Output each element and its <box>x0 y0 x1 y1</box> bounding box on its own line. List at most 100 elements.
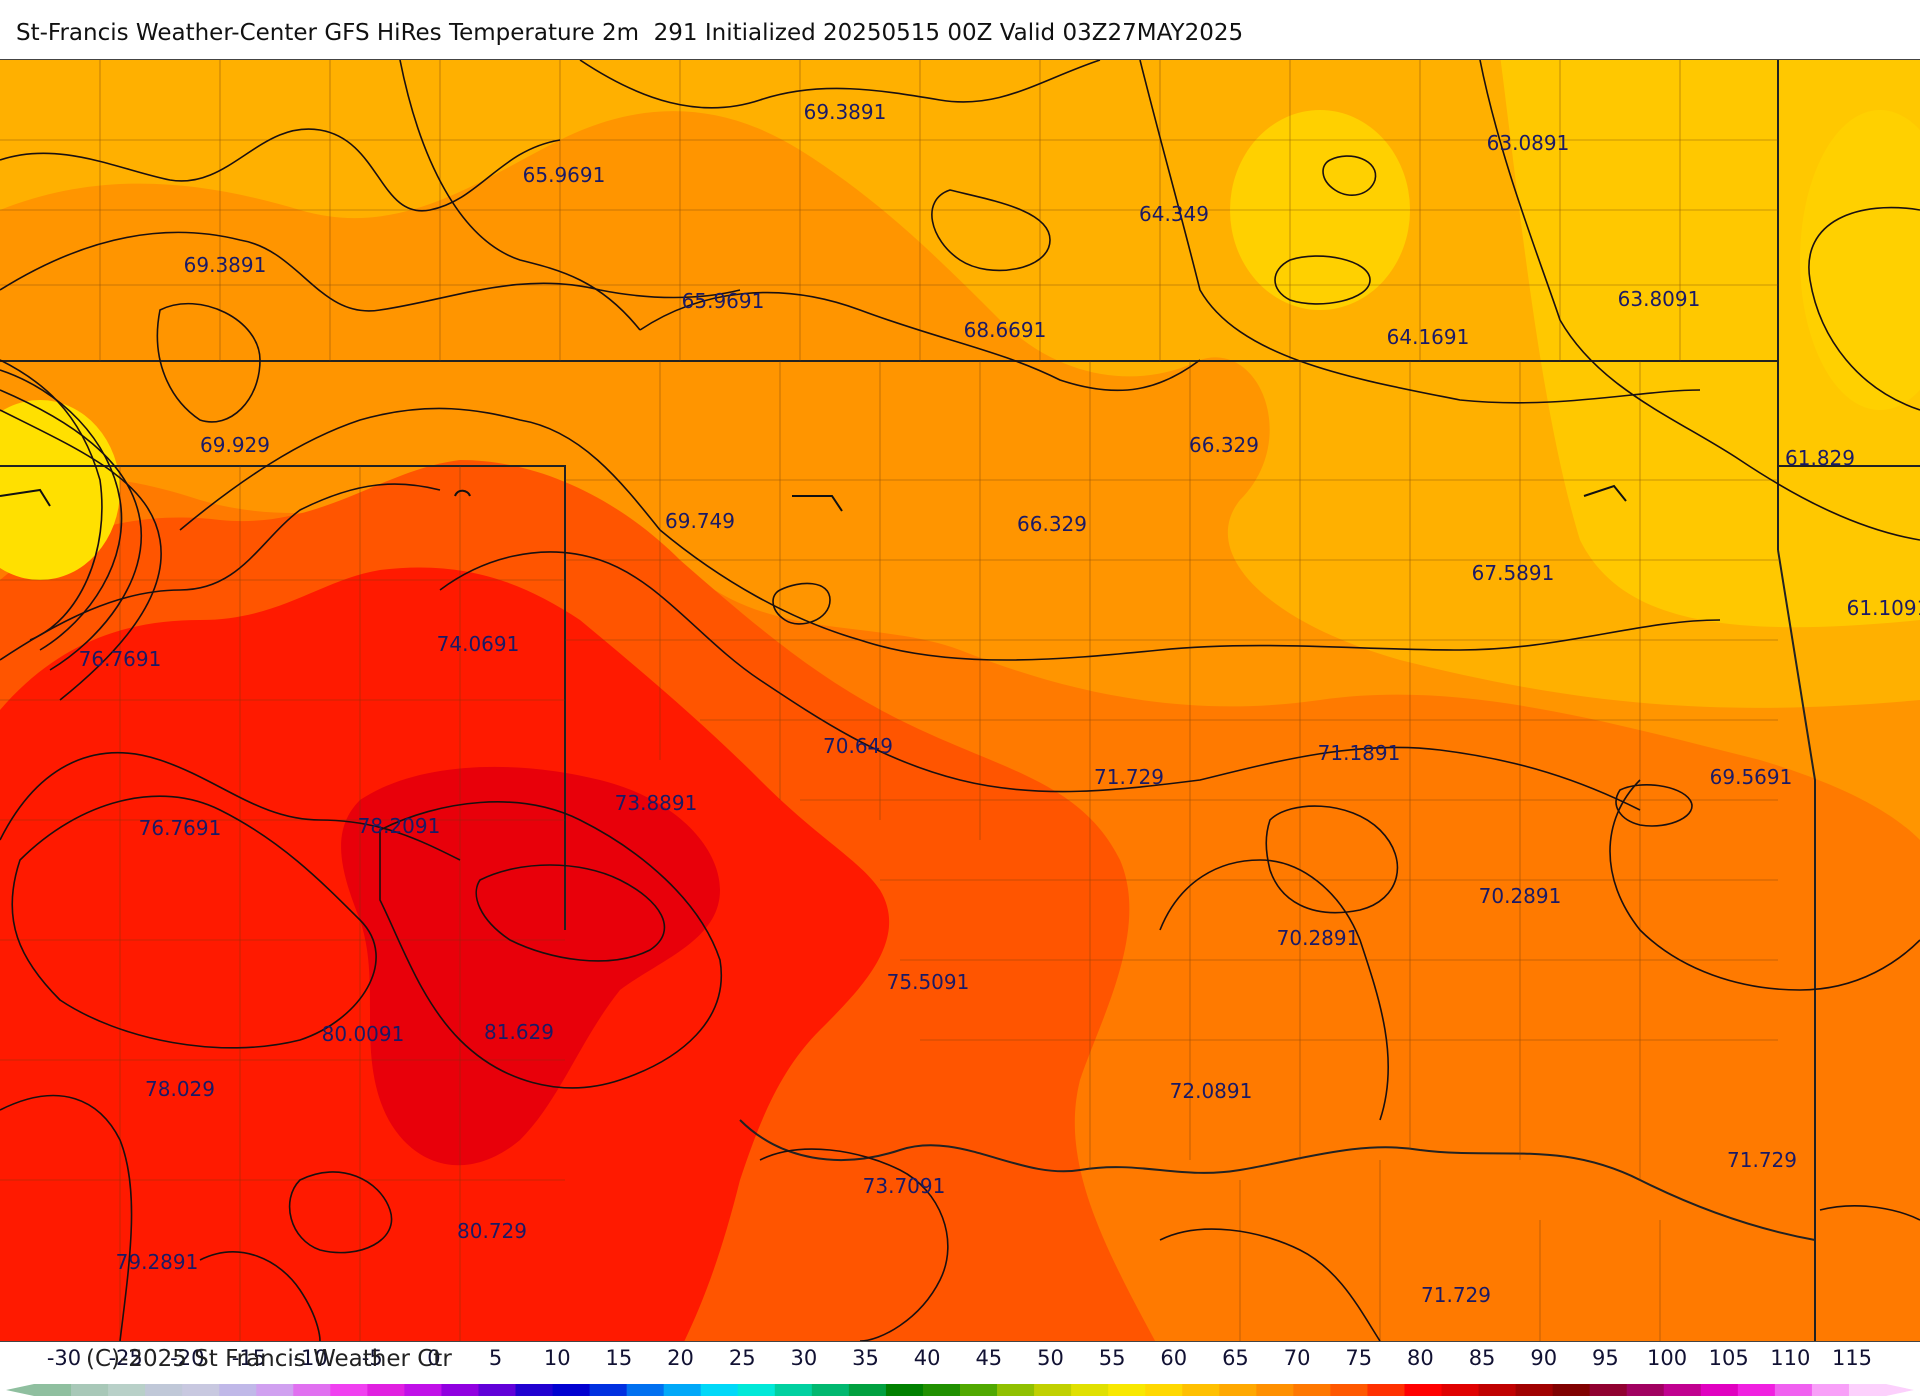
copyright-text: (C)-2025 St Francis Weather Ctr <box>86 1346 452 1372</box>
value-label: 71.729 <box>1094 765 1164 789</box>
colorbar-min-arrow <box>6 1384 34 1396</box>
value-label: 69.749 <box>665 509 735 533</box>
colorbar-swatch <box>441 1384 479 1396</box>
colorbar-swatch <box>663 1384 702 1396</box>
colorbar-tick-label: -25 <box>108 1346 143 1370</box>
colorbar-swatch <box>1293 1384 1331 1396</box>
colorbar-swatch <box>1774 1384 1813 1396</box>
colorbar-swatch <box>1811 1384 1850 1396</box>
band-deep-red <box>341 766 720 1166</box>
value-label: 69.5691 <box>1709 765 1793 789</box>
colorbar-tick-label: 5 <box>488 1346 503 1370</box>
colorbar-tick-label: 80 <box>1407 1346 1434 1370</box>
value-label: 65.9691 <box>681 289 765 313</box>
value-label: 73.8891 <box>614 791 698 815</box>
value-label: 78.029 <box>145 1077 215 1101</box>
value-label: 65.9691 <box>522 163 606 187</box>
colorbar-swatch <box>922 1384 961 1396</box>
colorbar-tick-label: 105 <box>1708 1346 1749 1370</box>
colorbar-swatch <box>1071 1384 1109 1396</box>
colorbar-tick-label: -30 <box>46 1346 82 1370</box>
colorbar-swatch <box>1589 1384 1628 1396</box>
colorbar-swatch <box>1848 1384 1887 1396</box>
colorbar-swatch <box>1626 1384 1665 1396</box>
colorbar-swatch <box>1478 1384 1517 1396</box>
value-label: 61.829 <box>1785 446 1855 470</box>
map-title: St-Francis Weather-Center GFS HiRes Temp… <box>16 20 1244 46</box>
value-label: 71.1891 <box>1317 741 1401 765</box>
colorbar-tick-label: 115 <box>1831 1346 1873 1370</box>
value-label: 71.729 <box>1421 1283 1491 1307</box>
colorbar-tick-label: 85 <box>1468 1346 1496 1370</box>
colorbar: -30 -25 -20 -15 -10 -5 0 5 10 15 20 25 30 35 40 45 50 55 6… <box>0 1340 1920 1400</box>
colorbar-tick-label: 90 <box>1530 1346 1558 1370</box>
county-lines <box>0 60 1778 1341</box>
value-label: 64.1691 <box>1386 325 1470 349</box>
value-label: 64.349 <box>1139 202 1209 226</box>
value-label: 70.649 <box>823 734 893 758</box>
colorbar-swatch <box>1515 1384 1554 1396</box>
colorbar-tick-label: 110 <box>1770 1346 1811 1370</box>
value-label: 66.329 <box>1189 433 1259 457</box>
colorbar-tick-label: -20 <box>170 1346 205 1370</box>
colorbar-swatch <box>1034 1384 1072 1396</box>
band-yellow-west <box>0 400 120 580</box>
colorbar-swatch <box>811 1384 850 1396</box>
colorbar-swatch <box>700 1384 739 1396</box>
colorbar-swatch <box>1700 1384 1739 1396</box>
colorbar-tick-label: 40 <box>913 1346 941 1370</box>
colorbar-strip <box>6 1384 1914 1396</box>
value-label: 81.629 <box>484 1020 554 1044</box>
temperature-map[interactable]: 69.3891 65.9691 69.3891 65.9691 64.349 6… <box>0 59 1920 1342</box>
colorbar-tick-label: 75 <box>1345 1346 1373 1370</box>
colorbar-swatch <box>145 1384 183 1396</box>
colorbar-tick-label: 65 <box>1222 1346 1249 1370</box>
value-label: 69.3891 <box>183 253 267 277</box>
colorbar-tick-label: 70 <box>1283 1346 1311 1370</box>
state-borders <box>0 60 1920 1341</box>
value-label: 79.2891 <box>115 1250 199 1274</box>
colorbar-tick-label: 60 <box>1160 1346 1188 1370</box>
value-label: 75.5091 <box>886 970 970 994</box>
colorbar-tick-label: -10 <box>293 1346 328 1370</box>
colorbar-tick-label: 50 <box>1037 1346 1064 1370</box>
colorbar-swatch <box>515 1384 554 1396</box>
colorbar-swatch <box>34 1384 72 1396</box>
colorbar-tick-label: 20 <box>667 1346 694 1370</box>
colorbar-swatch <box>885 1384 924 1396</box>
colorbar-swatch <box>960 1384 998 1396</box>
colorbar-swatch <box>182 1384 220 1396</box>
isotherm-contours <box>0 60 1920 1341</box>
colorbar-swatch <box>478 1384 517 1396</box>
colorbar-swatch <box>626 1384 665 1396</box>
colorbar-swatch <box>293 1384 331 1396</box>
colorbar-swatch <box>737 1384 776 1396</box>
colorbar-swatch <box>552 1384 591 1396</box>
value-label: 63.0891 <box>1486 131 1570 155</box>
colorbar-swatch <box>1737 1384 1776 1396</box>
colorbar-max-arrow <box>1886 1384 1914 1396</box>
value-label: 66.329 <box>1017 512 1087 536</box>
colorbar-swatch <box>1663 1384 1702 1396</box>
temperature-field <box>0 60 1920 1341</box>
colorbar-swatch <box>997 1384 1035 1396</box>
value-label: 76.7691 <box>138 816 222 840</box>
value-label: 80.729 <box>457 1219 527 1243</box>
colorbar-tick-label: 0 <box>427 1346 441 1370</box>
value-label: 70.2891 <box>1276 926 1360 950</box>
value-label: 73.7091 <box>862 1174 946 1198</box>
colorbar-swatch <box>1182 1384 1220 1396</box>
colorbar-swatch <box>1256 1384 1294 1396</box>
colorbar-tick-label: 25 <box>728 1346 756 1370</box>
colorbar-tick-label: -15 <box>231 1346 267 1370</box>
colorbar-swatch <box>1145 1384 1183 1396</box>
value-label: 72.0891 <box>1169 1079 1253 1103</box>
colorbar-swatch <box>589 1384 628 1396</box>
colorbar-swatch <box>1367 1384 1405 1396</box>
colorbar-swatch <box>108 1384 146 1396</box>
value-label: 80.0091 <box>321 1022 405 1046</box>
colorbar-tick-label: 95 <box>1592 1346 1619 1370</box>
band-yellow-east <box>1800 110 1920 410</box>
colorbar-swatch <box>256 1384 294 1396</box>
colorbar-swatch <box>774 1384 813 1396</box>
